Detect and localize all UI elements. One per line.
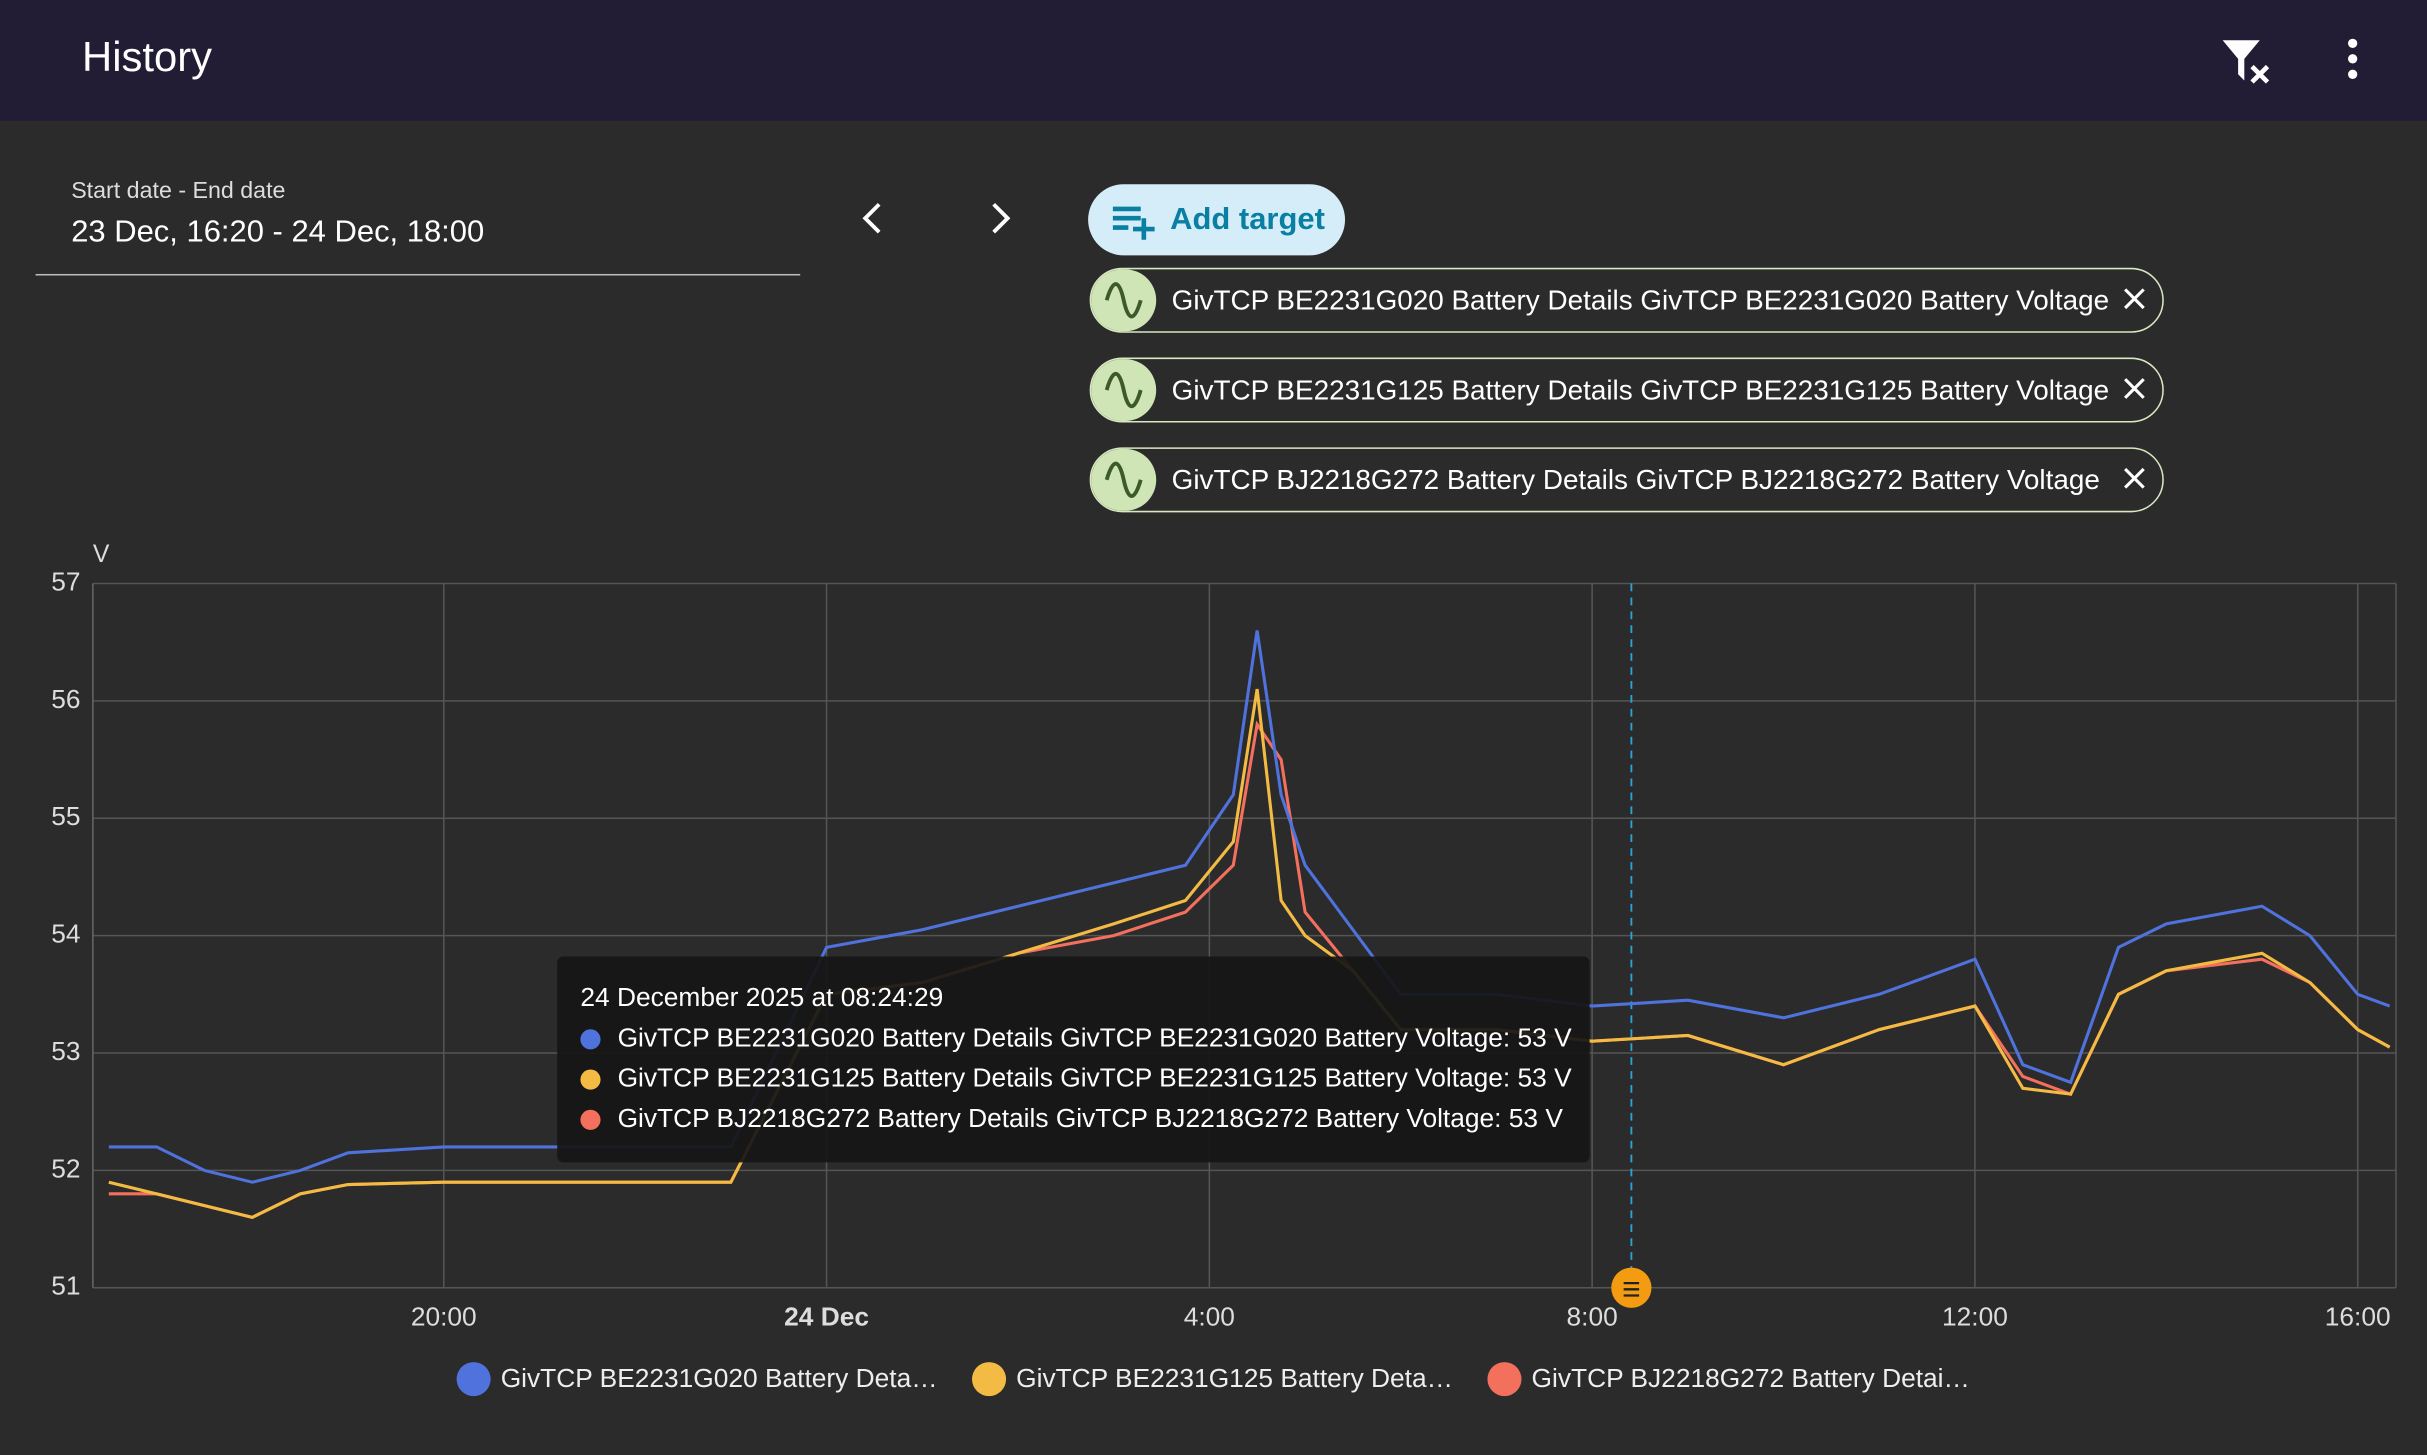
tooltip-dot [580, 1108, 601, 1130]
date-label: Start date - End date [71, 177, 286, 205]
y-tick-label: 56 [51, 684, 80, 714]
y-tick-label: 54 [51, 919, 80, 949]
legend-label: GivTCP BJ2218G272 Battery Details GivTCP… [1531, 1363, 1972, 1394]
marker-icon [1623, 1281, 1640, 1297]
date-underline [35, 273, 801, 276]
target-chip[interactable]: GivTCP BJ2218G272 Battery Details GivTCP… [1089, 447, 2164, 513]
legend-item[interactable]: GivTCP BE2231G020 Battery Details GivTCP… [455, 1362, 941, 1397]
y-tick-label: 55 [51, 801, 80, 831]
chip-label: GivTCP BE2231G020 Battery Details GivTCP… [1171, 284, 2110, 316]
legend-swatch [971, 1362, 1006, 1397]
tooltip-row: GivTCP BJ2218G272 Battery Details GivTCP… [580, 1103, 1563, 1135]
x-tick-label: 24 Dec [784, 1302, 869, 1332]
chip-label: GivTCP BJ2218G272 Battery Details GivTCP… [1171, 464, 2100, 496]
marker-dot [1611, 1267, 1652, 1308]
chart: V 51 52 53 54 55 56 57 20:00 24 Dec 4:00 8:00 12:00… [51, 541, 2397, 1332]
legend-swatch [1486, 1362, 1521, 1397]
target-chip[interactable]: GivTCP BE2231G020 Battery Details GivTCP… [1089, 267, 2164, 333]
x-tick-label: 8:00 [1567, 1302, 1618, 1332]
more-menu-button[interactable] [2337, 37, 2368, 83]
series-line [108, 630, 2391, 1184]
add-target-label: Add target [1170, 202, 1325, 237]
x-tick-label: 12:00 [1942, 1302, 2008, 1332]
tooltip-row: GivTCP BE2231G125 Battery Details GivTCP… [580, 1063, 1572, 1094]
legend-item[interactable]: GivTCP BJ2218G272 Battery Details GivTCP… [1486, 1362, 1972, 1397]
tooltip-dot [580, 1068, 601, 1089]
tooltip-text: GivTCP BE2231G020 Battery Details GivTCP… [617, 1023, 1572, 1053]
tooltip-dot [580, 1028, 601, 1049]
annotation-marker [1611, 1267, 1652, 1308]
date-value[interactable]: 23 Dec, 16:20 - 24 Dec, 18:00 [71, 215, 485, 250]
add-target-button[interactable]: Add target [1088, 184, 1346, 256]
series-line [108, 688, 2391, 1219]
legend-label: GivTCP BE2231G125 Battery Details GivTCP… [1016, 1363, 1456, 1394]
y-tick-label: 57 [51, 566, 80, 596]
chip-icon [1091, 448, 1157, 511]
tooltip-row: GivTCP BE2231G020 Battery Details GivTCP… [580, 1023, 1572, 1054]
chip-icon [1091, 269, 1157, 332]
y-tick-label: 52 [51, 1153, 80, 1183]
tooltip-text: GivTCP BJ2218G272 Battery Details GivTCP… [617, 1103, 1563, 1133]
x-tick-label: 16:00 [2325, 1302, 2391, 1332]
top-bar: History [0, 0, 2427, 121]
y-tick-label: 51 [51, 1271, 80, 1301]
add-icon [1112, 206, 1155, 240]
chip-label: GivTCP BE2231G125 Battery Details GivTCP… [1171, 374, 2110, 406]
legend-swatch [455, 1362, 490, 1397]
tooltip-title: 24 December 2025 at 08:24:29 [580, 982, 944, 1013]
legend: GivTCP BE2231G020 Battery Details GivTCP… [0, 1362, 2427, 1397]
close-icon [2124, 378, 2145, 399]
next-button[interactable] [984, 201, 1015, 235]
tooltip: 24 December 2025 at 08:24:29 GivTCP BE22… [557, 956, 1590, 1163]
previous-button[interactable] [857, 201, 888, 235]
sensor-icon [1104, 282, 1143, 319]
x-tick-label: 4:00 [1184, 1302, 1235, 1332]
chip-icon [1091, 359, 1157, 422]
clear-filter-button[interactable] [2220, 37, 2273, 87]
sensor-icon [1104, 461, 1143, 499]
chip-remove[interactable] [2119, 373, 2150, 412]
page-title: History [82, 34, 213, 81]
x-tick-label: 20:00 [411, 1302, 477, 1332]
chip-remove[interactable] [2119, 463, 2150, 502]
close-icon [2124, 288, 2145, 310]
target-chip[interactable]: GivTCP BE2231G125 Battery Details GivTCP… [1089, 357, 2164, 423]
legend-label: GivTCP BE2231G020 Battery Details GivTCP… [500, 1363, 941, 1394]
legend-item[interactable]: GivTCP BE2231G125 Battery Details GivTCP… [971, 1362, 1456, 1397]
close-icon [2124, 467, 2145, 489]
tooltip-text: GivTCP BE2231G125 Battery Details GivTCP… [617, 1063, 1572, 1093]
y-axis-label: V [93, 541, 110, 568]
y-tick-label: 53 [51, 1036, 80, 1066]
sensor-icon [1104, 371, 1143, 409]
chip-remove[interactable] [2119, 283, 2150, 322]
